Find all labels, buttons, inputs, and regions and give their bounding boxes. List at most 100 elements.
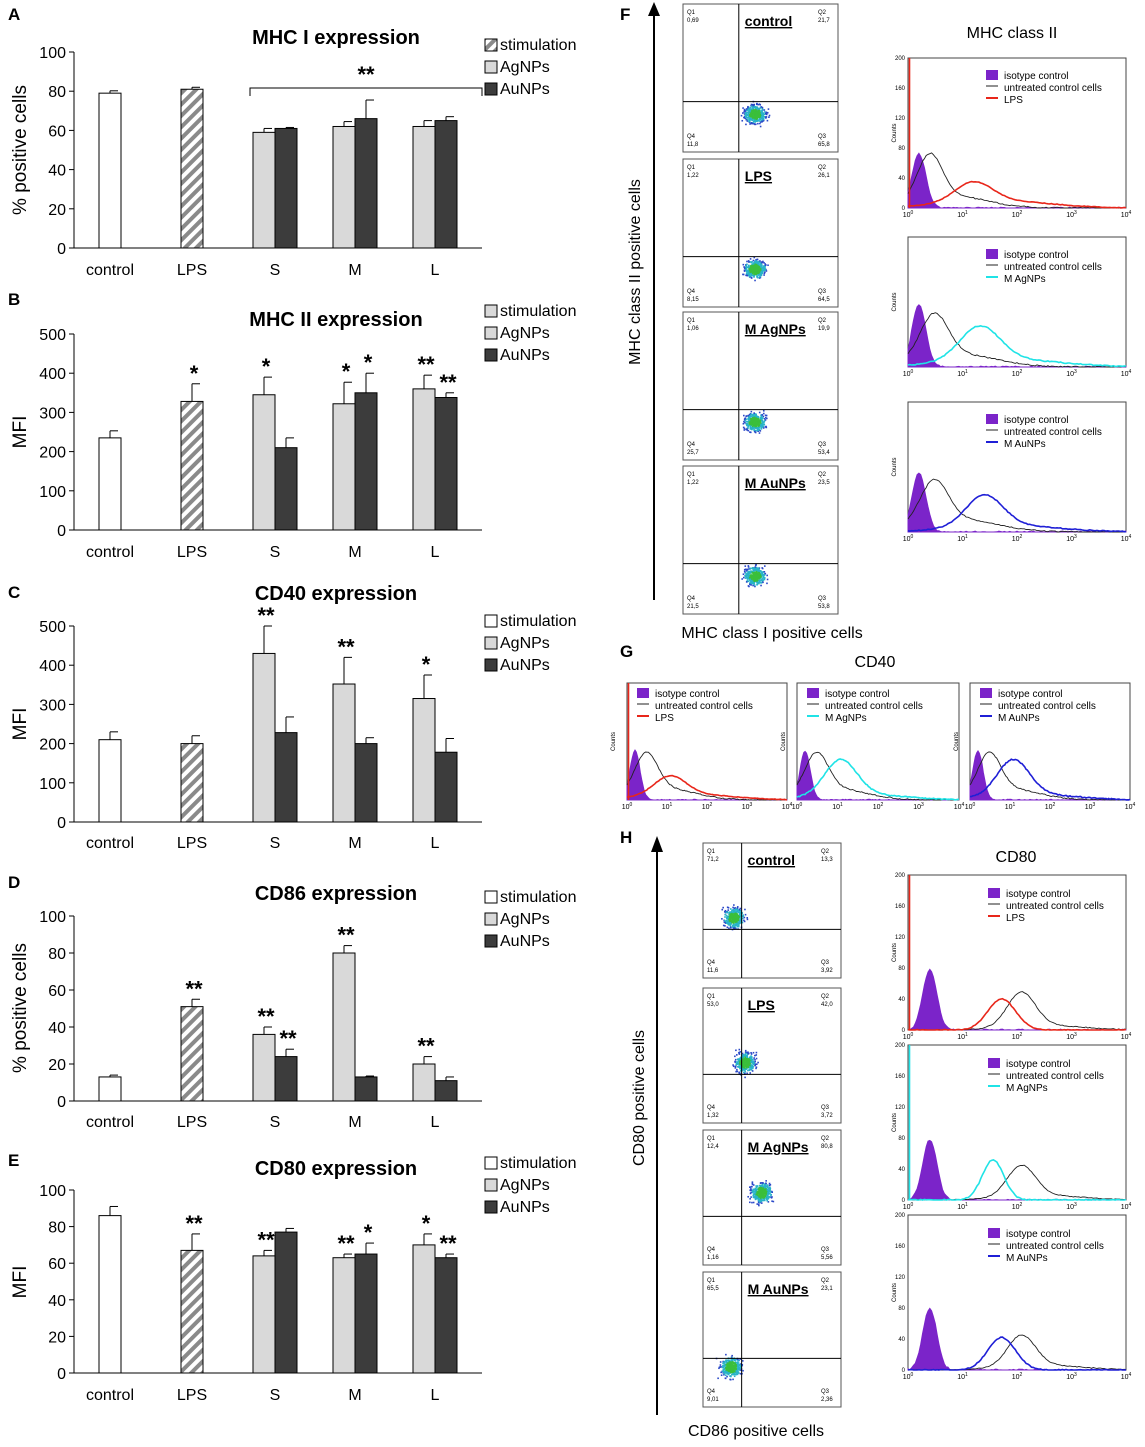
- x-tick-exponent: 0: [911, 369, 914, 375]
- event-dot: [740, 911, 742, 914]
- significance-label: **: [417, 352, 435, 377]
- event-dot: [750, 577, 752, 579]
- event-dot: [755, 115, 757, 117]
- event-dot: [743, 1061, 746, 1064]
- y-axis-label: % positive cells: [10, 943, 31, 1073]
- event-dot: [755, 270, 757, 273]
- legend-label: AuNPs: [500, 81, 550, 98]
- event-dot: [763, 1195, 766, 1198]
- event-dot: [746, 1051, 748, 1054]
- event-dot: [753, 275, 755, 277]
- x-tick-label: 100: [622, 802, 633, 811]
- event-dot: [733, 1373, 735, 1376]
- event-dot: [739, 1365, 742, 1367]
- y-tick-label: 80: [48, 84, 66, 101]
- dot-plot-title: LPS: [745, 168, 772, 184]
- event-dot: [764, 1183, 766, 1186]
- legend-swatch: [484, 60, 498, 74]
- event-dot: [729, 916, 731, 918]
- event-dot: [757, 112, 760, 115]
- x-tick-label: 102: [702, 802, 713, 811]
- event-dot: [738, 1071, 741, 1074]
- quadrant-label: Q4: [707, 960, 716, 966]
- event-dot: [760, 274, 762, 277]
- event-dot: [764, 1189, 767, 1192]
- quadrant-label: Q2: [821, 994, 830, 1000]
- bar: [98, 437, 122, 531]
- event-dot: [753, 429, 755, 432]
- event-dot: [762, 269, 765, 271]
- event-dot: [762, 415, 765, 418]
- event-dot: [751, 260, 753, 263]
- event-dot: [758, 421, 760, 424]
- event-dot: [762, 1187, 765, 1189]
- event-dot: [760, 116, 762, 119]
- quadrant-value: 65,5: [707, 1286, 719, 1292]
- y-tick-label: 40: [898, 176, 905, 182]
- event-dot: [744, 115, 747, 117]
- chart-panel-c: C CD40 expression0100200300400500MFIcontr…: [8, 583, 576, 852]
- event-dot: [753, 576, 755, 579]
- x-tick-exponent: 1: [840, 802, 843, 808]
- event-dot: [769, 1190, 772, 1192]
- event-dot: [734, 919, 737, 922]
- x-axis-label: MHC class I positive cells: [681, 625, 862, 642]
- event-dot: [732, 908, 735, 911]
- event-dot: [761, 1199, 763, 1201]
- x-tick-label: 104: [1121, 1032, 1132, 1041]
- event-dot: [752, 1194, 755, 1197]
- event-dot: [747, 264, 750, 267]
- event-dot: [718, 1366, 721, 1369]
- event-dot: [755, 580, 757, 582]
- event-dot: [745, 415, 748, 417]
- event-dot: [751, 417, 754, 420]
- significance-label: *: [422, 1211, 431, 1236]
- event-dot: [730, 1359, 733, 1361]
- event-dot: [765, 113, 768, 115]
- x-tick-label: 104: [782, 802, 793, 811]
- event-dot: [747, 1059, 749, 1062]
- event-dot: [741, 1052, 744, 1055]
- event-dot: [726, 922, 728, 925]
- event-dot: [747, 429, 750, 432]
- legend-label: AuNPs: [500, 657, 550, 674]
- event-dot: [759, 430, 762, 432]
- event-dot: [740, 1369, 742, 1371]
- event-dot: [730, 1360, 732, 1363]
- event-dot: [752, 424, 754, 427]
- event-dot: [729, 920, 732, 923]
- event-dot: [736, 923, 738, 926]
- x-tick-label: 103: [1085, 802, 1096, 811]
- legend-label: untreated control cells: [1006, 901, 1104, 912]
- y-axis-label: Counts: [892, 292, 898, 311]
- event-dot: [761, 1195, 764, 1198]
- event-dot: [731, 910, 733, 912]
- event-dot: [762, 425, 764, 428]
- event-dot: [750, 1069, 753, 1071]
- event-dot: [761, 1182, 763, 1184]
- event-dot: [747, 106, 750, 109]
- event-dot: [764, 416, 767, 419]
- event-dot: [749, 110, 751, 113]
- legend-swatch: [484, 636, 498, 650]
- event-dot: [758, 580, 761, 583]
- event-dot: [726, 906, 729, 909]
- event-dot: [744, 420, 747, 422]
- event-dot: [750, 1064, 752, 1067]
- event-dot: [756, 275, 758, 277]
- x-tick-label: 104: [1125, 802, 1136, 811]
- event-dot: [743, 570, 746, 573]
- event-dot: [760, 112, 763, 114]
- event-dot: [759, 573, 762, 575]
- bar: [180, 1006, 204, 1102]
- event-dot: [751, 109, 753, 112]
- dot-plot-frame: [682, 3, 839, 153]
- quadrant-label: Q2: [818, 472, 827, 478]
- event-dot: [748, 415, 751, 418]
- axis-arrow-head: [651, 836, 663, 852]
- event-dot: [760, 266, 762, 269]
- event-dot: [732, 1361, 734, 1363]
- y-tick-label: 300: [39, 405, 66, 422]
